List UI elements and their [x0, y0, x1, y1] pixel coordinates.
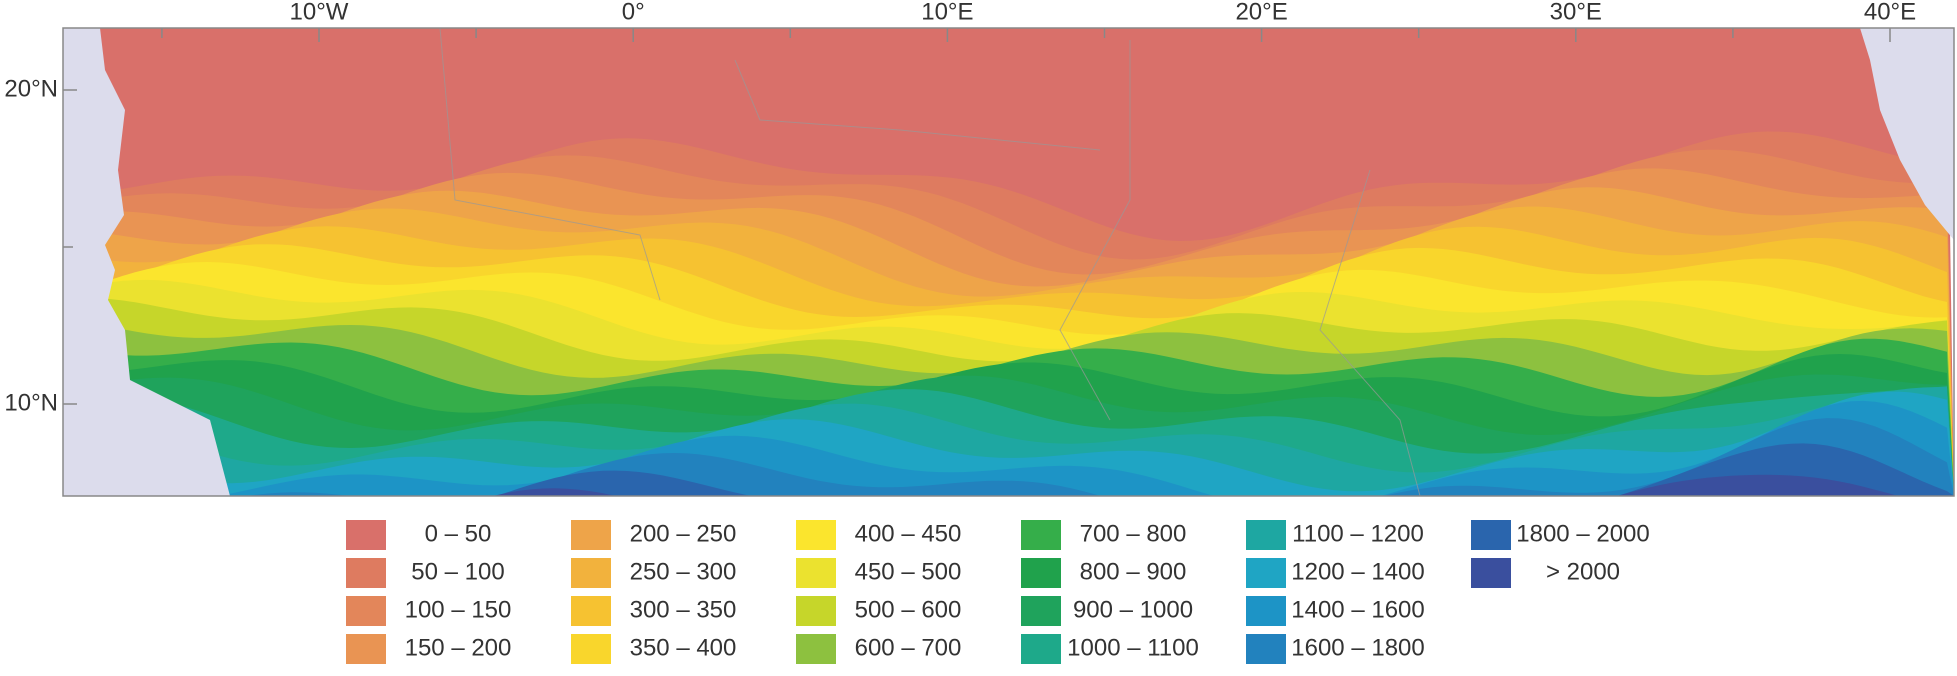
lon-label: 10°E	[921, 0, 973, 25]
legend-label: 350 – 400	[630, 634, 737, 661]
legend-swatch	[571, 596, 611, 626]
legend-label: 900 – 1000	[1073, 596, 1193, 623]
lat-label: 10°N	[4, 389, 58, 416]
legend-label: 1200 – 1400	[1291, 558, 1424, 585]
legend-swatch	[1246, 558, 1286, 588]
legend-label: 50 – 100	[411, 558, 504, 585]
map-area	[63, 28, 1954, 496]
sea	[63, 28, 1954, 496]
lon-label: 40°E	[1864, 0, 1916, 25]
border	[734, 59, 1101, 151]
map-frame	[62, 27, 1955, 497]
legend-label: 200 – 250	[630, 520, 737, 547]
legend-label: 1600 – 1800	[1291, 634, 1424, 661]
red-sea	[1790, 28, 1954, 240]
legend-swatch	[1021, 558, 1061, 588]
legend-swatch	[1246, 596, 1286, 626]
legend-label: 150 – 200	[405, 634, 512, 661]
legend-label: 800 – 900	[1080, 558, 1187, 585]
legend-label: 1100 – 1200	[1292, 520, 1424, 547]
legend-label: 1800 – 2000	[1516, 520, 1649, 547]
legend-swatch	[796, 634, 836, 664]
legend-swatch	[796, 596, 836, 626]
lon-label: 20°E	[1235, 0, 1287, 25]
ticks: 10°W 0° 10°E 20°E 30°E 40°E 20°N 10°N	[4, 0, 1916, 416]
lat-label: 20°N	[4, 75, 58, 102]
legend-swatch	[346, 558, 386, 588]
legend-swatch	[1471, 520, 1511, 550]
legend-label: 250 – 300	[630, 558, 737, 585]
legend-swatch	[571, 634, 611, 664]
rainfall-band	[63, 474, 1954, 496]
border	[1319, 169, 1421, 496]
legend-label: 700 – 800	[1080, 520, 1187, 547]
lon-label: 10°W	[290, 0, 349, 25]
legend-label: 600 – 700	[855, 634, 962, 661]
legend-label: 500 – 600	[855, 596, 962, 623]
legend-swatch	[796, 520, 836, 550]
legend-swatch	[571, 558, 611, 588]
legend-label: 1400 – 1600	[1291, 596, 1424, 623]
rainfall-band	[63, 400, 1954, 496]
legend-swatch	[1021, 634, 1061, 664]
border	[1059, 40, 1131, 421]
legend-label: > 2000	[1546, 558, 1620, 585]
legend-swatch	[1246, 520, 1286, 550]
lon-label: 0°	[622, 0, 645, 25]
legend-swatch	[346, 634, 386, 664]
atlantic	[63, 28, 230, 496]
legend-swatch	[1021, 596, 1061, 626]
legend-swatch	[1246, 634, 1286, 664]
legend-swatch	[1471, 558, 1511, 588]
legend-swatch	[1021, 520, 1061, 550]
legend-label: 100 – 150	[405, 596, 512, 623]
legend-label: 450 – 500	[855, 558, 962, 585]
legend-swatch	[571, 520, 611, 550]
border	[439, 28, 661, 301]
legend-label: 0 – 50	[425, 520, 492, 547]
legend-label: 300 – 350	[630, 596, 737, 623]
legend-swatch	[796, 558, 836, 588]
legend-label: 400 – 450	[855, 520, 962, 547]
legend-swatch	[346, 520, 386, 550]
legend: 0 – 50 50 – 100 100 – 150 150 – 200 200 – 25…	[346, 520, 1650, 664]
rainfall-band	[63, 391, 1954, 496]
legend-label: 1000 – 1100	[1067, 634, 1199, 661]
lon-label: 30°E	[1550, 0, 1602, 25]
legend-swatch	[346, 596, 386, 626]
